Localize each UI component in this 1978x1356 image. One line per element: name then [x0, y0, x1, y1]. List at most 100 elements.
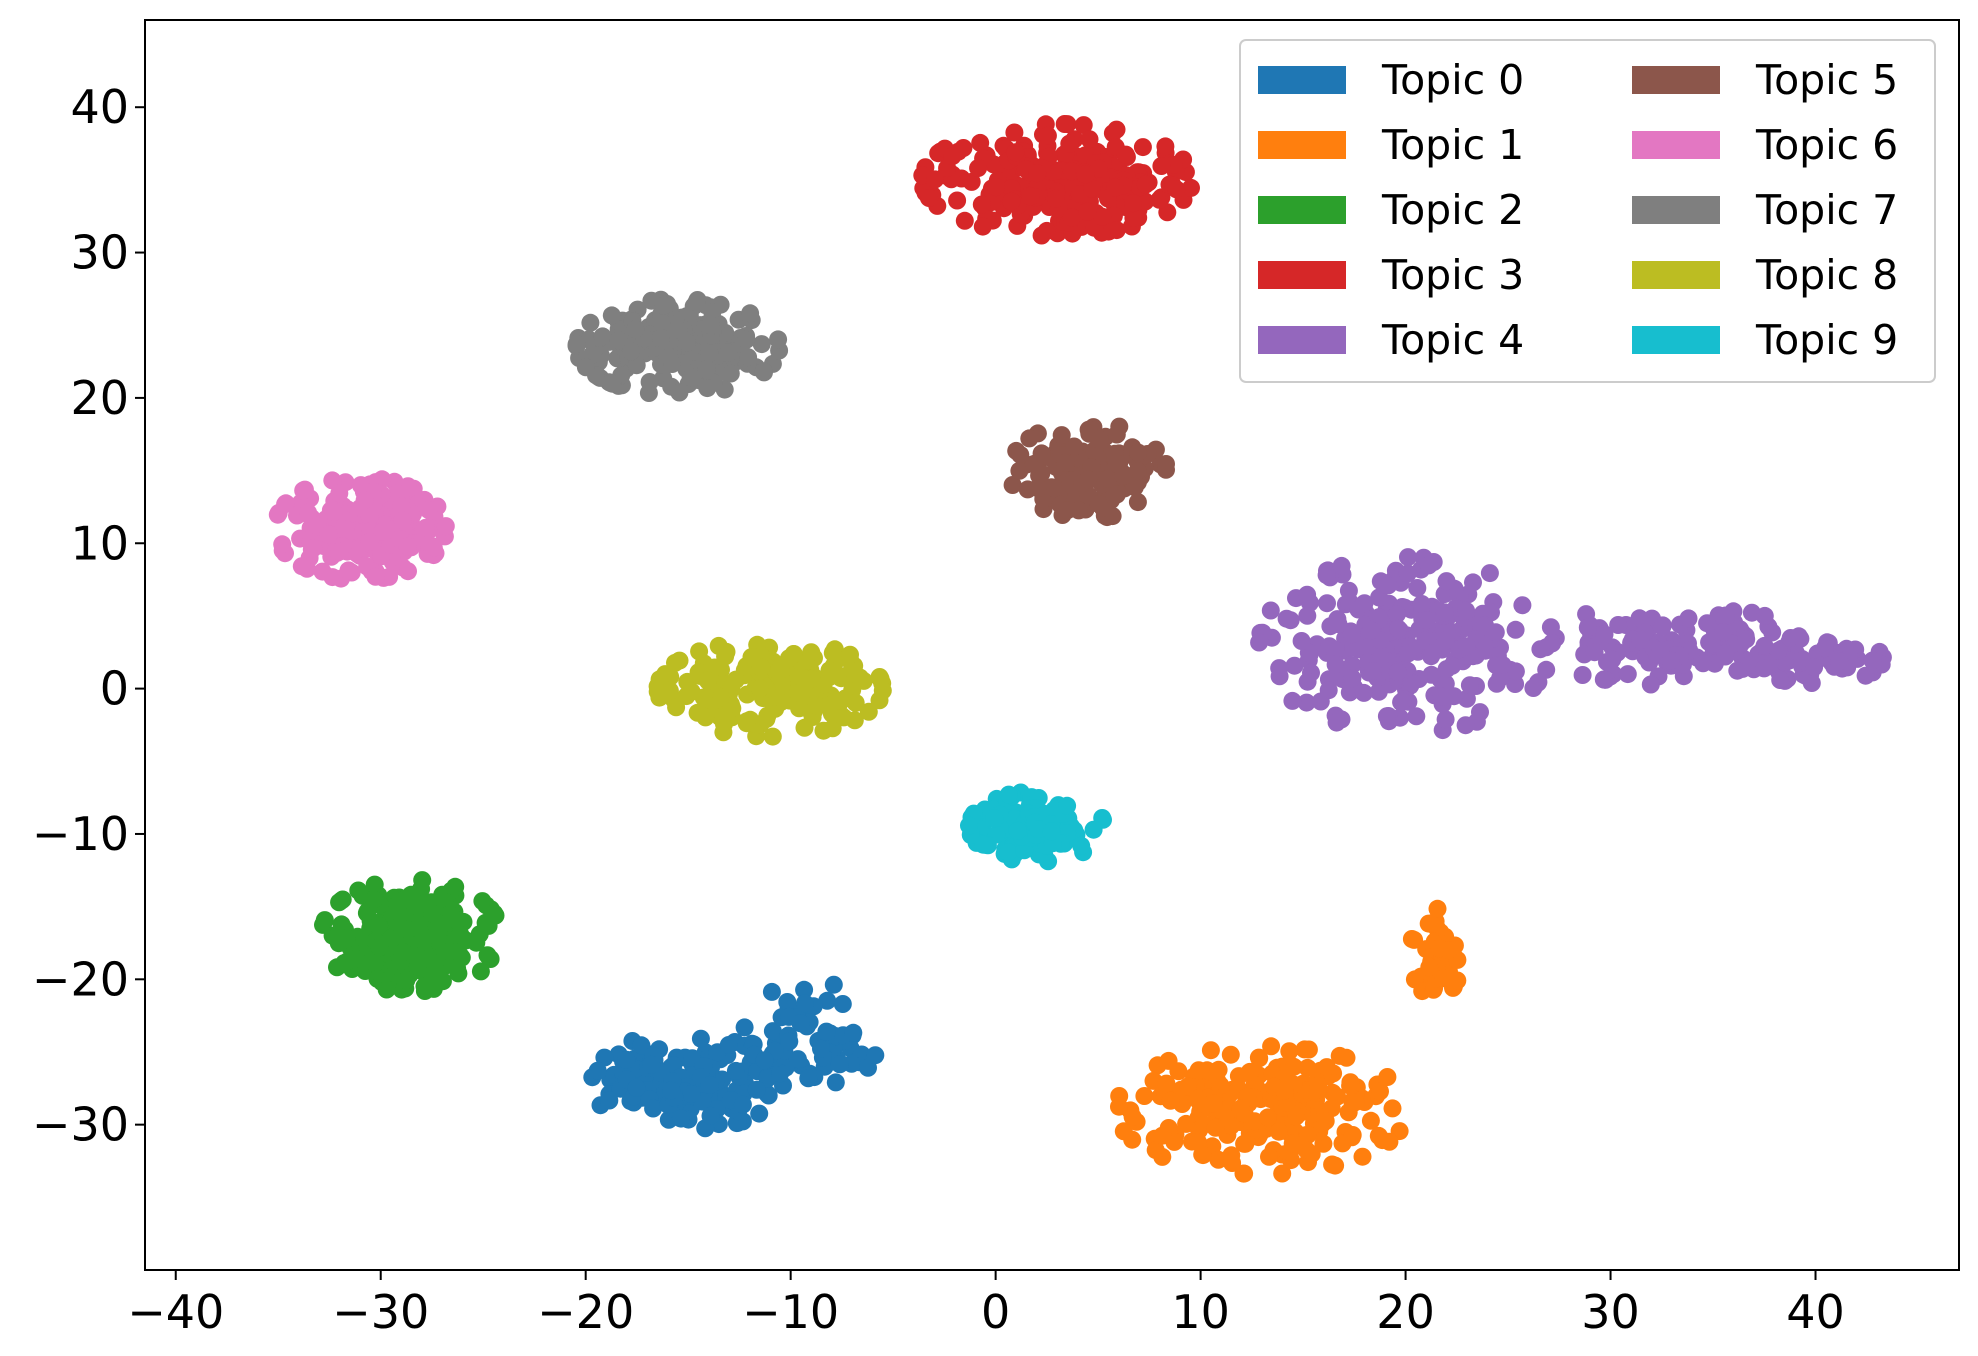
data-point	[1541, 618, 1560, 637]
data-point	[1361, 1111, 1380, 1130]
data-point	[1161, 1091, 1180, 1110]
data-point	[698, 671, 717, 690]
data-point	[818, 991, 837, 1010]
legend-label: Topic 1	[1381, 121, 1524, 169]
x-tick-label: 40	[1786, 1285, 1845, 1339]
legend-item: Topic 4	[1258, 316, 1524, 364]
data-point	[335, 954, 354, 973]
data-point	[817, 1022, 836, 1041]
data-point	[1029, 820, 1048, 839]
data-point	[696, 708, 715, 727]
data-point	[1594, 670, 1613, 689]
data-point	[1223, 1154, 1242, 1172]
data-point	[1435, 603, 1454, 622]
data-point	[1343, 669, 1362, 688]
data-point	[795, 994, 814, 1013]
data-point	[273, 535, 292, 554]
data-point	[1204, 1094, 1223, 1113]
data-point	[1058, 796, 1077, 815]
data-point	[1332, 556, 1351, 575]
data-point	[1153, 1126, 1172, 1145]
data-point	[1319, 681, 1338, 700]
data-point	[1298, 1125, 1317, 1144]
data-point	[1157, 1074, 1176, 1093]
points-layer	[268, 115, 1892, 1183]
data-point	[1641, 675, 1660, 694]
x-tick-label: 0	[981, 1285, 1010, 1339]
data-point	[1287, 1107, 1306, 1126]
data-point	[1292, 632, 1311, 650]
data-point	[1028, 479, 1047, 498]
series-topic-1	[1110, 899, 1467, 1183]
data-point	[763, 1022, 782, 1041]
data-point	[1222, 1116, 1241, 1135]
data-point	[1326, 655, 1345, 674]
data-point	[1124, 194, 1142, 213]
data-point	[920, 189, 939, 207]
data-point	[690, 642, 709, 661]
data-point	[1369, 608, 1388, 627]
data-point	[363, 951, 381, 970]
data-point	[721, 364, 740, 383]
data-point	[1045, 479, 1064, 498]
data-point	[726, 1061, 745, 1080]
data-point	[1157, 455, 1175, 473]
data-point	[415, 977, 434, 996]
data-point	[1058, 501, 1077, 520]
data-point	[700, 1076, 719, 1094]
data-point	[771, 1064, 790, 1083]
data-point	[1250, 633, 1269, 652]
data-point	[747, 1080, 766, 1099]
data-point	[1011, 445, 1030, 464]
data-point	[1457, 601, 1476, 620]
legend-label: Topic 2	[1381, 186, 1524, 234]
data-point	[741, 304, 760, 323]
legend-item: Topic 9	[1632, 316, 1898, 364]
y-tick-label: 20	[70, 371, 129, 425]
data-point	[1116, 145, 1135, 164]
data-point	[433, 972, 452, 991]
data-point	[1377, 707, 1396, 726]
data-point	[698, 379, 717, 398]
data-point	[478, 946, 497, 965]
data-point	[1339, 581, 1358, 600]
data-point	[1578, 618, 1597, 637]
data-point	[1189, 1061, 1208, 1080]
data-point	[681, 368, 700, 387]
data-point	[670, 651, 689, 670]
data-point	[1573, 666, 1592, 684]
data-point	[1114, 466, 1133, 485]
data-point	[1056, 453, 1075, 472]
data-point	[1528, 673, 1547, 692]
data-point	[1010, 461, 1029, 480]
data-point	[1074, 116, 1093, 135]
data-point	[926, 170, 944, 189]
data-point	[428, 921, 447, 940]
data-point	[1317, 566, 1336, 585]
data-point	[1298, 1058, 1317, 1077]
data-point	[1146, 1141, 1165, 1160]
data-point	[1209, 1060, 1228, 1079]
data-point	[711, 708, 730, 727]
data-point	[701, 1106, 720, 1125]
legend-item: Topic 5	[1632, 56, 1898, 104]
data-point	[567, 335, 586, 354]
data-point	[1260, 1147, 1278, 1166]
data-point	[360, 532, 379, 551]
data-point	[299, 503, 318, 522]
data-point	[1055, 115, 1074, 133]
data-point	[971, 133, 990, 152]
data-point	[663, 355, 682, 373]
legend-label: Topic 4	[1381, 316, 1524, 364]
data-point	[1364, 662, 1382, 680]
data-point	[1231, 1099, 1250, 1118]
data-point	[999, 785, 1018, 804]
data-point	[1445, 687, 1463, 706]
data-point	[1595, 625, 1614, 644]
legend-swatch	[1632, 131, 1720, 159]
data-point	[670, 383, 689, 402]
data-point	[617, 1050, 636, 1069]
data-point	[294, 481, 313, 500]
data-point	[1006, 143, 1025, 162]
data-point	[1388, 605, 1406, 624]
